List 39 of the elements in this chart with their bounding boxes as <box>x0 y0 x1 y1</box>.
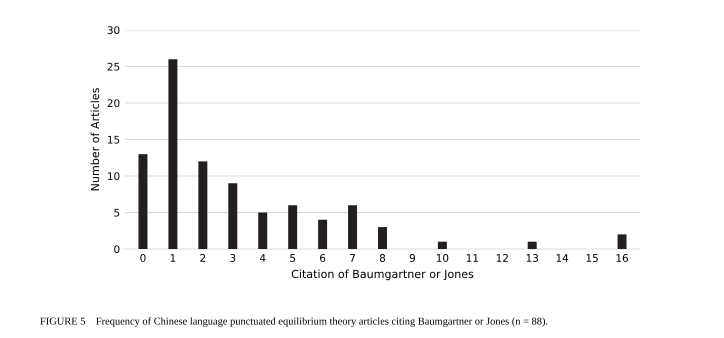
bar <box>348 205 358 249</box>
bar <box>288 205 298 249</box>
bar <box>618 234 627 249</box>
bar <box>438 242 447 249</box>
bar <box>198 161 208 249</box>
x-axis-title: Citation of Baumgartner or Jones <box>292 270 474 280</box>
y-axis-title: Number of Articles <box>90 88 100 190</box>
bar <box>138 154 148 249</box>
bar <box>318 220 328 249</box>
y-tick-label: 20 <box>108 99 120 108</box>
x-tick-label: 12 <box>496 254 508 262</box>
y-tick-label: 0 <box>114 245 120 254</box>
bar <box>258 212 268 249</box>
x-tick-label: 2 <box>200 254 206 262</box>
x-tick-label: 16 <box>616 254 628 262</box>
x-tick-label: 9 <box>410 254 416 262</box>
y-tick-label: 10 <box>108 172 120 180</box>
caption: FIGURE 5 Frequency of Chinese language punctuated equilibrium theory articles citing Baumgartner or Jones (n = 88). <box>40 317 548 327</box>
x-tick-label: 15 <box>586 254 598 262</box>
bar <box>228 183 238 249</box>
x-tick-label: 8 <box>380 254 386 262</box>
x-tick-label: 14 <box>556 254 568 262</box>
x-tick-label: 13 <box>526 254 538 262</box>
bar <box>168 59 178 249</box>
y-tick-label: 15 <box>108 136 120 144</box>
y-tick-label: 5 <box>114 208 120 217</box>
x-tick-label: 10 <box>436 254 448 262</box>
x-tick-label: 3 <box>230 254 236 262</box>
x-tick-label: 1 <box>170 254 176 262</box>
y-tick-label: 25 <box>108 62 120 71</box>
y-tick-label: 30 <box>108 26 120 34</box>
bar <box>378 227 387 249</box>
x-tick-label: 11 <box>466 254 478 262</box>
x-tick-label: 5 <box>290 254 296 262</box>
bar <box>528 242 537 249</box>
x-tick-label: 6 <box>320 254 326 262</box>
x-tick-label: 0 <box>140 254 146 262</box>
x-tick-label: 7 <box>350 254 355 262</box>
x-tick-label: 4 <box>260 254 266 262</box>
